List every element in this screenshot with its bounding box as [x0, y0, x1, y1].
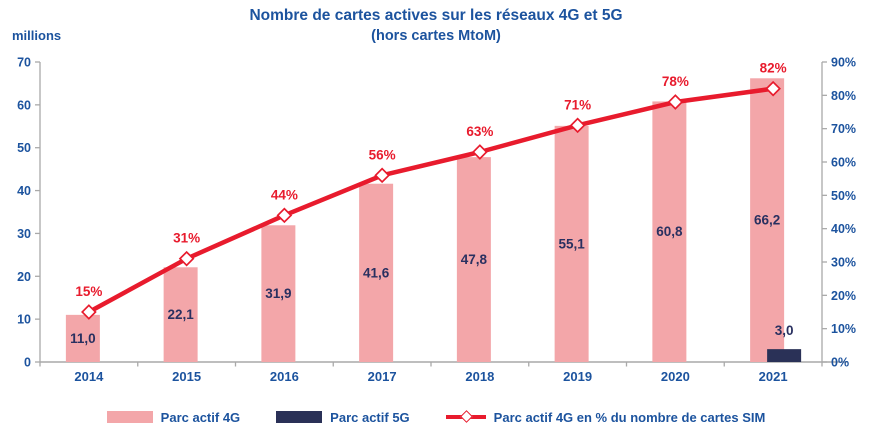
legend-label-line: Parc actif 4G en % du nombre de cartes S…: [493, 409, 766, 425]
right-axis-tick-label: 50%: [831, 189, 856, 203]
right-axis-tick-label: 60%: [831, 156, 856, 170]
x-axis-year-label: 2016: [270, 369, 299, 384]
x-axis-year-label: 2018: [465, 369, 494, 384]
percent-label: 15%: [75, 284, 102, 299]
bar-4g-2017: [359, 183, 394, 362]
legend-swatch-line-icon: [445, 410, 486, 423]
right-axis-tick-label: 30%: [831, 256, 856, 270]
legend-label-5g: Parc actif 5G: [330, 409, 410, 425]
bar-5g-value-label: 3,0: [775, 323, 794, 338]
left-axis-tick-label: 0: [24, 356, 31, 370]
bar-4g-2020: [652, 101, 687, 362]
bar-4g-value-label: 66,2: [754, 213, 780, 228]
percent-line-marker: [569, 117, 586, 134]
left-axis-tick-label: 10: [17, 313, 31, 327]
legend-item-5g: Parc actif 5G: [276, 410, 410, 425]
bar-4g-value-label: 60,8: [656, 224, 683, 239]
y-axis-units-label: millions: [12, 28, 62, 43]
percent-label: 56%: [369, 147, 396, 162]
percent-line-marker: [472, 144, 488, 160]
x-axis-year-label: 2014: [74, 369, 104, 384]
right-axis-tick-label: 10%: [831, 322, 856, 336]
legend-label-4g: Parc actif 4G: [160, 409, 241, 425]
percent-label: 78%: [662, 74, 689, 89]
left-axis-tick-label: 30: [17, 227, 31, 241]
percent-line-marker: [374, 167, 390, 184]
percent-label: 44%: [271, 187, 298, 202]
title-block: Nombre de cartes actives sur les réseaux…: [0, 6, 872, 46]
legend-swatch-4g-icon: [106, 411, 153, 423]
bar-5g-2021: [767, 349, 802, 362]
percent-line-marker: [81, 304, 97, 320]
bar-4g-value-label: 22,1: [167, 307, 194, 322]
bar-4g-value-label: 31,9: [265, 286, 291, 301]
percent-label: 63%: [466, 124, 493, 139]
left-axis-tick-label: 20: [17, 270, 31, 284]
bar-4g-2015: [163, 267, 198, 362]
percent-line-marker: [765, 80, 781, 97]
x-axis-year-label: 2017: [368, 369, 397, 384]
bar-4g-2016: [261, 225, 296, 362]
bar-4g-2019: [554, 125, 589, 362]
percent-line-marker: [178, 250, 195, 267]
x-axis-year-label: 2021: [759, 369, 788, 384]
right-axis-tick-label: 90%: [831, 56, 856, 70]
bar-4g-value-label: 55,1: [558, 236, 585, 251]
percent-line-marker: [276, 207, 293, 224]
right-axis-tick-label: 40%: [831, 222, 856, 236]
chart-subtitle: (hors cartes MtoM): [371, 27, 501, 44]
percent-label: 31%: [173, 231, 200, 246]
left-axis-tick-label: 60: [17, 98, 31, 112]
right-axis-tick-label: 0%: [831, 356, 849, 370]
legend: Parc actif 4G Parc actif 5G Parc actif 4…: [0, 403, 872, 431]
legend-item-line: Parc actif 4G en % du nombre de cartes S…: [445, 409, 766, 425]
left-axis-tick-label: 40: [17, 184, 31, 198]
legend-diamond-marker-icon: [459, 410, 473, 423]
bar-4g-2021: [750, 78, 785, 363]
chart-title: Nombre de cartes actives sur les réseaux…: [249, 7, 623, 24]
bar-4g-value-label: 47,8: [461, 252, 488, 267]
bar-4g-value-label: 41,6: [363, 265, 390, 280]
x-axis-year-label: 2015: [172, 369, 201, 384]
legend-item-4g: Parc actif 4G: [106, 409, 241, 425]
percent-line-marker: [667, 94, 684, 110]
right-axis-tick-label: 80%: [831, 89, 856, 103]
bar-4g-2018: [456, 157, 491, 362]
right-axis-tick-label: 20%: [831, 289, 856, 303]
percent-label: 71%: [564, 97, 591, 112]
percent-label: 82%: [760, 61, 787, 76]
left-axis-tick-label: 50: [17, 141, 31, 155]
bar-4g-value-label: 11,0: [70, 331, 96, 346]
x-axis-year-label: 2019: [563, 369, 592, 384]
right-axis-tick-label: 70%: [831, 122, 856, 136]
chart-plot-area: 0 10 20 30 40 50 60 70 0% 10% 20% 30% 40% 50% 60% 70% 80…: [17, 56, 856, 385]
legend-swatch-5g-icon: [276, 411, 323, 423]
bar-4g-2014: [65, 314, 100, 362]
left-axis-tick-label: 70: [17, 56, 31, 70]
x-axis-year-label: 2020: [661, 369, 690, 384]
percent-line: [86, 86, 776, 315]
